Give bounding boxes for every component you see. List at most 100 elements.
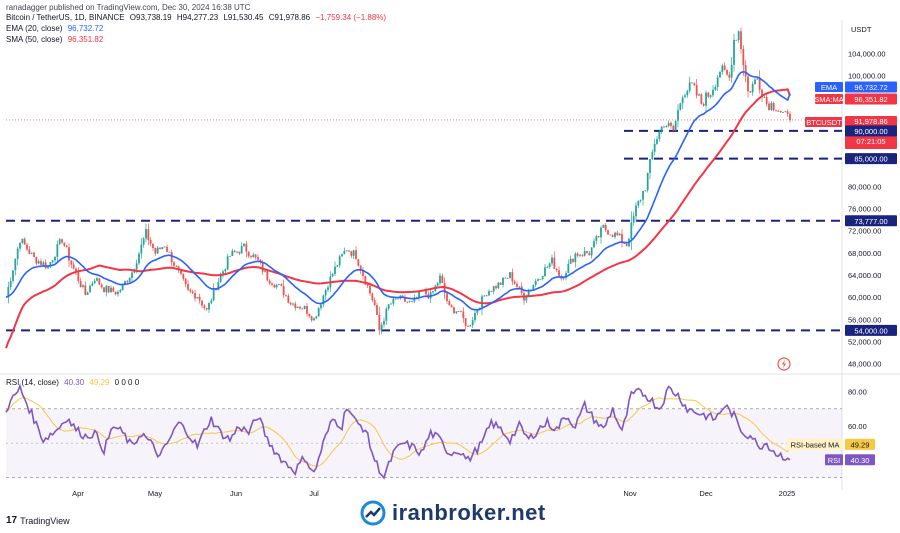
candle-body [343, 251, 346, 255]
price-tick-10: 48,000.00 [848, 360, 881, 369]
candle-body [380, 324, 383, 331]
candle-body [322, 295, 325, 305]
candle-body [168, 251, 171, 253]
candle-body [203, 305, 206, 308]
candle-body [231, 250, 234, 256]
candle-body [250, 256, 252, 258]
candle-body [579, 254, 581, 256]
candle-body [651, 151, 654, 159]
rsi-ma-tag-value: 49.29 [851, 440, 870, 449]
candle-body [436, 283, 439, 286]
candle-body [266, 270, 269, 281]
candle-body [555, 268, 558, 271]
candle-body [170, 252, 173, 263]
tradingview-logo[interactable]: 17 TradingView [6, 515, 70, 526]
candle-body [324, 290, 327, 296]
candle-body [65, 245, 68, 248]
candle-body [245, 243, 248, 252]
candle-body [527, 290, 530, 297]
candle-body [252, 254, 255, 258]
candle-body [128, 277, 131, 283]
candle-body [16, 248, 19, 259]
time-tick-may: May [148, 489, 162, 498]
candle-body [138, 253, 140, 264]
candle-body [392, 298, 395, 304]
candle-body [499, 282, 502, 285]
candle-body [751, 84, 754, 93]
candle-body [712, 89, 714, 96]
candle-body [37, 261, 40, 264]
candle-body [308, 313, 311, 317]
candle-body [68, 247, 70, 261]
candle-body [700, 94, 703, 104]
candle-body [684, 95, 686, 98]
candle-body [313, 318, 315, 321]
candle-body [611, 234, 614, 237]
candle-body [744, 65, 747, 77]
candle-body [387, 304, 390, 309]
candle-body [254, 254, 257, 258]
rsi-tick-1: 60.00 [848, 422, 867, 431]
candle-body [644, 190, 647, 192]
symbol-name[interactable]: Bitcoin / TetherUS, 1D, BINANCE [6, 13, 125, 22]
candle-body [635, 205, 637, 217]
candle-body [772, 103, 775, 111]
candle-body [532, 285, 535, 290]
price-tick-3: 76,000.00 [848, 204, 881, 213]
ema-legend[interactable]: EMA (20, close) 96,732.72 [6, 24, 104, 33]
candle-body [294, 303, 297, 308]
tv-icon: 17 [6, 515, 18, 526]
candle-body [518, 286, 521, 288]
candle-body [96, 278, 98, 281]
rsi-ma-tag-label-bg [787, 438, 843, 450]
candle-body [460, 311, 462, 313]
candle-body [49, 262, 52, 267]
candle-body [233, 250, 236, 253]
candle-body [257, 257, 259, 260]
candle-body [558, 270, 560, 276]
candle-body [621, 233, 623, 243]
candle-body [175, 265, 178, 267]
candle-body [376, 305, 378, 315]
candle-body [511, 272, 514, 282]
candle-body [525, 296, 528, 301]
candle-body [273, 284, 276, 288]
candle-body [79, 280, 82, 287]
ema-tag-value-bg [845, 81, 897, 93]
candle-body [637, 200, 640, 206]
candle-body [77, 272, 80, 281]
candle-body [404, 297, 406, 302]
candle-body [89, 285, 91, 293]
price-tick-9: 52,000.00 [848, 338, 881, 347]
candle-body [135, 263, 138, 270]
candle-body [19, 242, 21, 249]
candle-body [593, 240, 595, 248]
candle-body [707, 92, 710, 97]
candle-body [506, 277, 509, 279]
candle-body [667, 122, 670, 126]
candle-body [632, 216, 635, 223]
candle-body [723, 65, 726, 70]
candle-body [264, 270, 266, 272]
ema-tag-label-bg [815, 82, 843, 92]
candle-body [546, 267, 549, 268]
candle-body [406, 301, 409, 303]
sma-legend[interactable]: SMA (50, close) 96,351.82 [6, 35, 104, 44]
candle-body [268, 280, 271, 284]
candle-body [411, 301, 413, 303]
candle-body [548, 263, 551, 268]
candle-body [670, 122, 672, 126]
flash-icon[interactable] [777, 357, 791, 371]
rsi-legend[interactable]: RSI (14, close) 40.30 49.29 0 0 0 0 [6, 378, 140, 387]
candle-body [432, 291, 434, 293]
candle-body [117, 291, 119, 295]
candle-body [369, 285, 371, 294]
candle-body [154, 248, 157, 254]
candle-body [124, 281, 126, 284]
candle-body [33, 252, 35, 257]
countdown-tag: 07:21:05 [856, 137, 885, 146]
candle-body [541, 275, 544, 280]
candle-body [280, 284, 283, 287]
candle-body [222, 271, 224, 276]
